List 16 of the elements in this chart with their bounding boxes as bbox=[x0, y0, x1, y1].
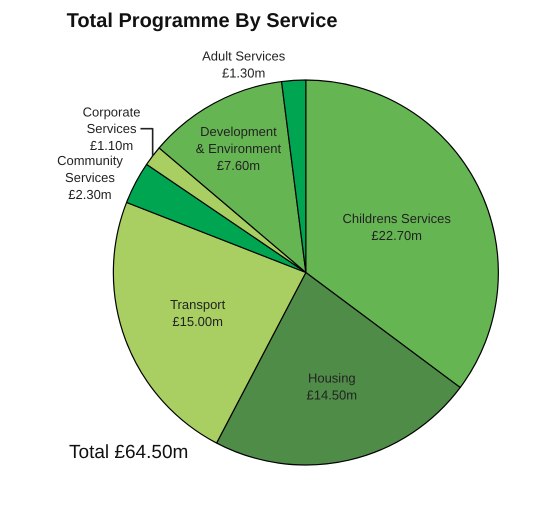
slice-label: Housing bbox=[308, 370, 356, 386]
text: Total £64.50m bbox=[69, 442, 188, 463]
data-label: £1.10m bbox=[90, 138, 134, 154]
data-label: £1.30m bbox=[222, 65, 266, 80]
slice-label: Development & Environment bbox=[196, 124, 282, 156]
slice-label: Community Services bbox=[57, 153, 124, 186]
slice-label: Adult Services bbox=[202, 48, 286, 64]
data-label: £7.60m bbox=[216, 158, 260, 173]
data-label: £15.00m bbox=[172, 314, 223, 330]
slice-label: Transport bbox=[170, 297, 226, 312]
slice-label: Childrens Services bbox=[342, 211, 452, 226]
chart-title: Total Programme By Service bbox=[66, 10, 338, 32]
slice-label: Corporate Services bbox=[82, 104, 140, 136]
data-label: £2.30m bbox=[68, 186, 112, 202]
data-label: £22.70m bbox=[371, 228, 422, 243]
data-label: £14.50m bbox=[306, 387, 358, 402]
